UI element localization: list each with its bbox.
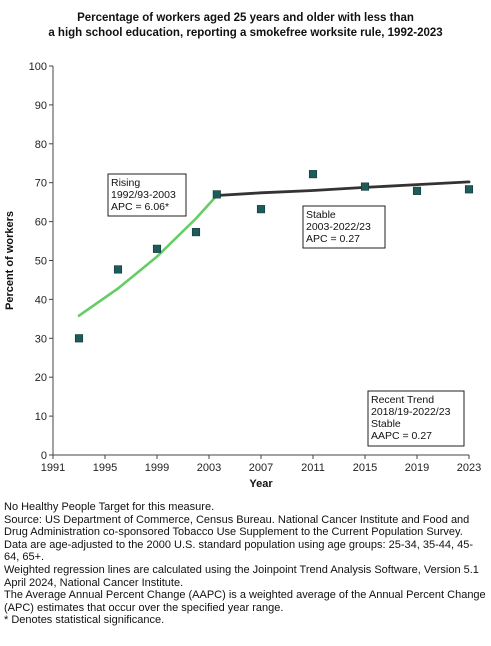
data-point <box>256 205 266 214</box>
y-tick-label: 10 <box>35 411 47 423</box>
annotation-text: 2018/19-2022/23 <box>371 406 451 418</box>
y-tick-label: 90 <box>35 100 47 112</box>
data-point <box>360 182 370 191</box>
chart-title-line-1: Percentage of workers aged 25 years and … <box>77 12 414 24</box>
x-tick-label: 1995 <box>93 462 117 474</box>
x-tick-label: 2019 <box>405 462 429 474</box>
data-point <box>212 190 221 199</box>
footnote-target: No Healthy People Target for this measur… <box>4 501 215 513</box>
annotation-text: 1992/93-2003 <box>111 189 176 201</box>
trend-line-1 <box>77 194 219 317</box>
x-tick-label: 1991 <box>41 462 65 474</box>
y-tick-label: 60 <box>35 217 47 229</box>
x-tick-label: 1999 <box>145 462 169 474</box>
y-tick-label: 30 <box>35 333 47 345</box>
data-point <box>191 228 201 237</box>
x-tick-label: 2011 <box>301 462 325 474</box>
annotation-frame <box>107 173 187 217</box>
annotation-text: Stable <box>306 209 336 221</box>
data-point <box>464 185 474 194</box>
data-point <box>412 186 422 195</box>
chart-title: Percentage of workers aged 25 years and … <box>0 11 491 41</box>
observed-points <box>74 170 474 343</box>
trend-line-2 <box>215 180 471 197</box>
x-axis-label: Year <box>249 478 273 490</box>
annotation-text: Rising <box>111 177 140 189</box>
footnote-significance: * Denotes statistical significance. <box>4 614 165 627</box>
trend-lines <box>77 180 471 317</box>
y-axis-label: Percent of workers <box>4 211 16 310</box>
plot-background <box>53 66 469 455</box>
annotation-text: APC = 6.06* <box>111 201 169 213</box>
y-tick-label: 70 <box>35 178 47 190</box>
y-tick-label: 80 <box>35 139 47 151</box>
footnote-regression: Weighted regression lines are calculated… <box>4 563 479 589</box>
y-tick-label: 20 <box>35 372 47 384</box>
x-tick-label: 2007 <box>249 462 273 474</box>
chart-title-line-2: a high school education, reporting a smo… <box>48 27 443 39</box>
annotation-frame <box>302 205 386 249</box>
y-tick-label: 40 <box>35 294 47 306</box>
data-point <box>308 170 318 179</box>
annotation-text: Stable <box>371 418 401 430</box>
footnote-aapc: The Average Annual Percent Change (AAPC)… <box>4 589 486 614</box>
data-point <box>152 244 162 253</box>
annotation-text: APC = 0.27 <box>306 233 360 245</box>
footnotes: No Healthy People Target for this measur… <box>4 501 488 627</box>
y-tick-label: 50 <box>35 256 47 268</box>
chart-axes: 0 10 20 30 40 50 60 70 80 90 100 1991 1995 1999 2003 20… <box>29 61 482 474</box>
y-tick-label: 100 <box>29 61 47 73</box>
x-tick-label: 2023 <box>457 462 481 474</box>
x-tick-label: 2015 <box>353 462 377 474</box>
data-point <box>113 265 123 274</box>
annotation-text: Recent Trend <box>371 394 434 406</box>
x-tick-label: 2003 <box>197 462 221 474</box>
footnote-source: Source: US Department of Commerce, Censu… <box>4 513 470 539</box>
annotation-text: 2003-2022/23 <box>306 221 371 233</box>
footnote-age-adjustment: Data are age-adjusted to the 2000 U.S. s… <box>4 538 474 564</box>
annotation-text: AAPC = 0.27 <box>371 430 432 442</box>
y-tick-label: 0 <box>41 450 47 462</box>
data-point <box>74 334 84 343</box>
chart-plot: 0 10 20 30 40 50 60 70 80 90 100 1991 1995 1999 2003 20… <box>4 61 482 490</box>
annotation-frame <box>367 390 465 447</box>
